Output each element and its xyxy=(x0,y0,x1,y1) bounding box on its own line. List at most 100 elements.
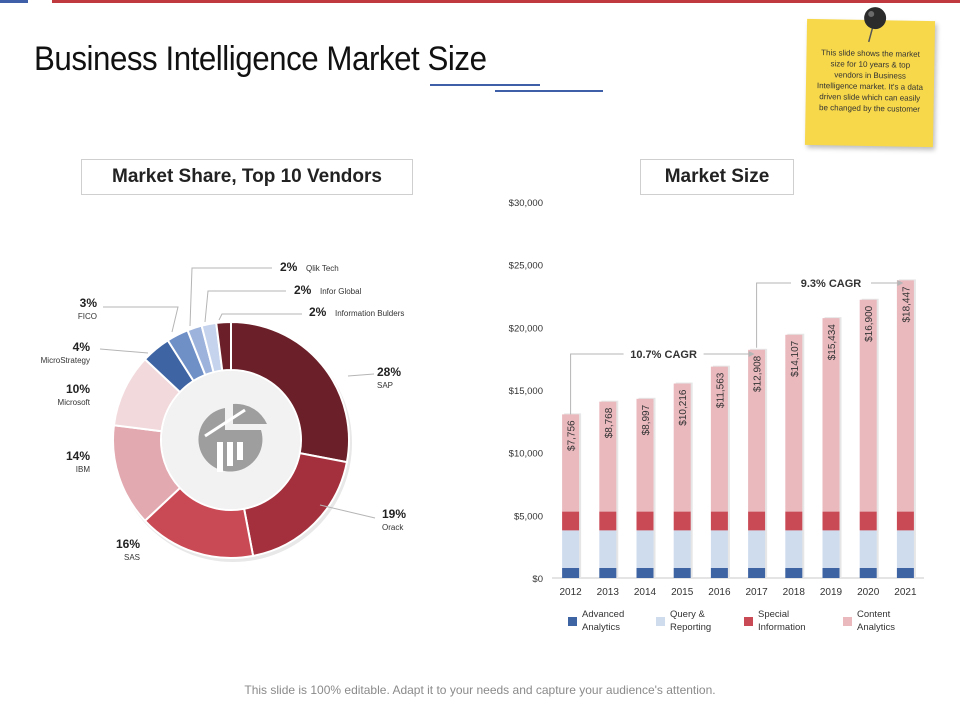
donut-slice xyxy=(230,320,350,464)
legend-label: Analytics xyxy=(857,622,895,633)
x-tick-label: 2013 xyxy=(597,587,620,598)
bar-segment xyxy=(896,511,914,531)
bar-segment xyxy=(673,511,691,531)
donut-chart: 28% SAP 19% Orack 16% SAS 14% IBM 10% Microsoft 4%… xyxy=(41,260,406,562)
stacked-bar-chart: $0 $5,000 $10,000 $15,000 $20,000 $25,000 $30,… xyxy=(509,198,924,633)
analytics-icon-bar xyxy=(227,442,233,466)
bar-data-label: $12,908 xyxy=(753,355,764,392)
donut-value-label: 19% xyxy=(382,507,406,521)
bar-segment xyxy=(673,567,691,578)
legend-label: Analytics xyxy=(582,622,620,633)
bar-segment xyxy=(710,567,728,578)
donut-category-label: Orack xyxy=(382,523,404,532)
bar-segment xyxy=(562,511,580,531)
bar-segment xyxy=(599,511,617,531)
analytics-icon-trend xyxy=(204,408,246,438)
donut-value-label: 10% xyxy=(66,382,90,396)
top-accent-bar xyxy=(52,0,960,3)
donut-leader-line xyxy=(103,306,179,333)
x-tick-label: 2014 xyxy=(634,587,657,598)
bar-segment xyxy=(822,511,840,531)
legend-swatch xyxy=(843,617,852,626)
donut-category-label: Infor Global xyxy=(320,287,362,296)
donut-leader-line xyxy=(319,504,376,519)
bar-segment xyxy=(748,567,766,578)
legend-label: Advanced xyxy=(582,609,624,620)
donut-value-label: 14% xyxy=(66,449,90,463)
bar-segment xyxy=(896,280,914,512)
bar-segment xyxy=(785,567,803,578)
bar-segment xyxy=(785,511,803,531)
title-underline xyxy=(495,90,603,92)
footer-note: This slide is 100% editable. Adapt it to… xyxy=(244,683,716,697)
donut-category-label: SAP xyxy=(377,381,393,390)
page-title: Business Intelligence Market Size xyxy=(34,40,487,78)
bar-segment xyxy=(859,567,877,578)
donut-leader-line xyxy=(218,313,302,321)
bar-segment xyxy=(636,511,654,531)
bar-data-label: $18,447 xyxy=(901,286,912,323)
donut-value-label: 4% xyxy=(73,340,91,354)
bar-segment xyxy=(748,530,766,568)
bar-segment xyxy=(673,383,691,512)
analytics-icon xyxy=(198,403,267,472)
bar-segment xyxy=(562,567,580,578)
pushpin-icon xyxy=(864,7,887,43)
bar-segment xyxy=(636,530,654,568)
bar-segment xyxy=(822,567,840,578)
bar-segment xyxy=(822,318,840,512)
legend-swatch xyxy=(568,617,577,626)
bar-segment xyxy=(710,530,728,568)
bar-segment xyxy=(562,530,580,568)
bar-segment xyxy=(562,414,580,512)
bar-segment xyxy=(859,530,877,568)
donut-category-label: MicroStrategy xyxy=(41,356,90,365)
bar-data-label: $8,768 xyxy=(604,407,615,438)
legend-label: Information xyxy=(758,622,806,633)
cagr-label: 10.7% CAGR xyxy=(630,349,697,361)
bar-segment xyxy=(896,530,914,568)
x-tick-label: 2017 xyxy=(745,587,768,598)
title-underline xyxy=(430,84,540,86)
bar-data-label: $15,434 xyxy=(827,324,838,361)
x-tick-label: 2012 xyxy=(559,587,582,598)
donut-category-label: Qlik Tech xyxy=(306,264,339,273)
x-tick-label: 2015 xyxy=(671,587,694,598)
cagr-arrowhead xyxy=(897,280,904,286)
y-tick-label: $10,000 xyxy=(509,449,543,460)
donut-value-label: 3% xyxy=(80,296,98,310)
bar-segment xyxy=(896,567,914,578)
donut-value-label: 28% xyxy=(377,365,401,379)
donut-leader-line xyxy=(347,373,375,377)
y-tick-label: $20,000 xyxy=(509,323,543,334)
bar-segment xyxy=(859,299,877,512)
bar-segment xyxy=(636,398,654,512)
bar-segment xyxy=(859,511,877,531)
bar-data-label: $11,563 xyxy=(715,372,726,408)
bar-data-label: $10,216 xyxy=(678,389,689,426)
donut-category-label: Information Bulders xyxy=(335,309,404,318)
bar-segment xyxy=(636,567,654,578)
y-tick-label: $5,000 xyxy=(514,511,543,522)
y-tick-label: $30,000 xyxy=(509,198,543,209)
x-tick-label: 2021 xyxy=(894,587,917,598)
bar-data-label: $14,107 xyxy=(790,340,801,377)
bar-segment xyxy=(785,334,803,512)
bar-segment xyxy=(599,567,617,578)
bar-chart-title: Market Size xyxy=(640,159,794,195)
bar-segment xyxy=(710,366,728,512)
legend-label: Content xyxy=(857,609,891,620)
sticky-note: This slide shows the market size for 10 … xyxy=(804,7,936,148)
cagr-arrowhead xyxy=(748,351,755,357)
x-tick-label: 2020 xyxy=(857,587,880,598)
analytics-icon-pie xyxy=(198,408,263,472)
bar-segment xyxy=(673,530,691,568)
bar-data-label: $7,756 xyxy=(567,420,578,451)
donut-category-label: SAS xyxy=(124,553,140,562)
bar-data-label: $16,900 xyxy=(864,305,875,342)
donut-leader-line xyxy=(99,348,149,354)
legend-label: Special xyxy=(758,609,789,620)
donut-slice xyxy=(215,320,232,372)
bar-data-label: $8,997 xyxy=(641,404,652,435)
legend-swatch xyxy=(744,617,753,626)
